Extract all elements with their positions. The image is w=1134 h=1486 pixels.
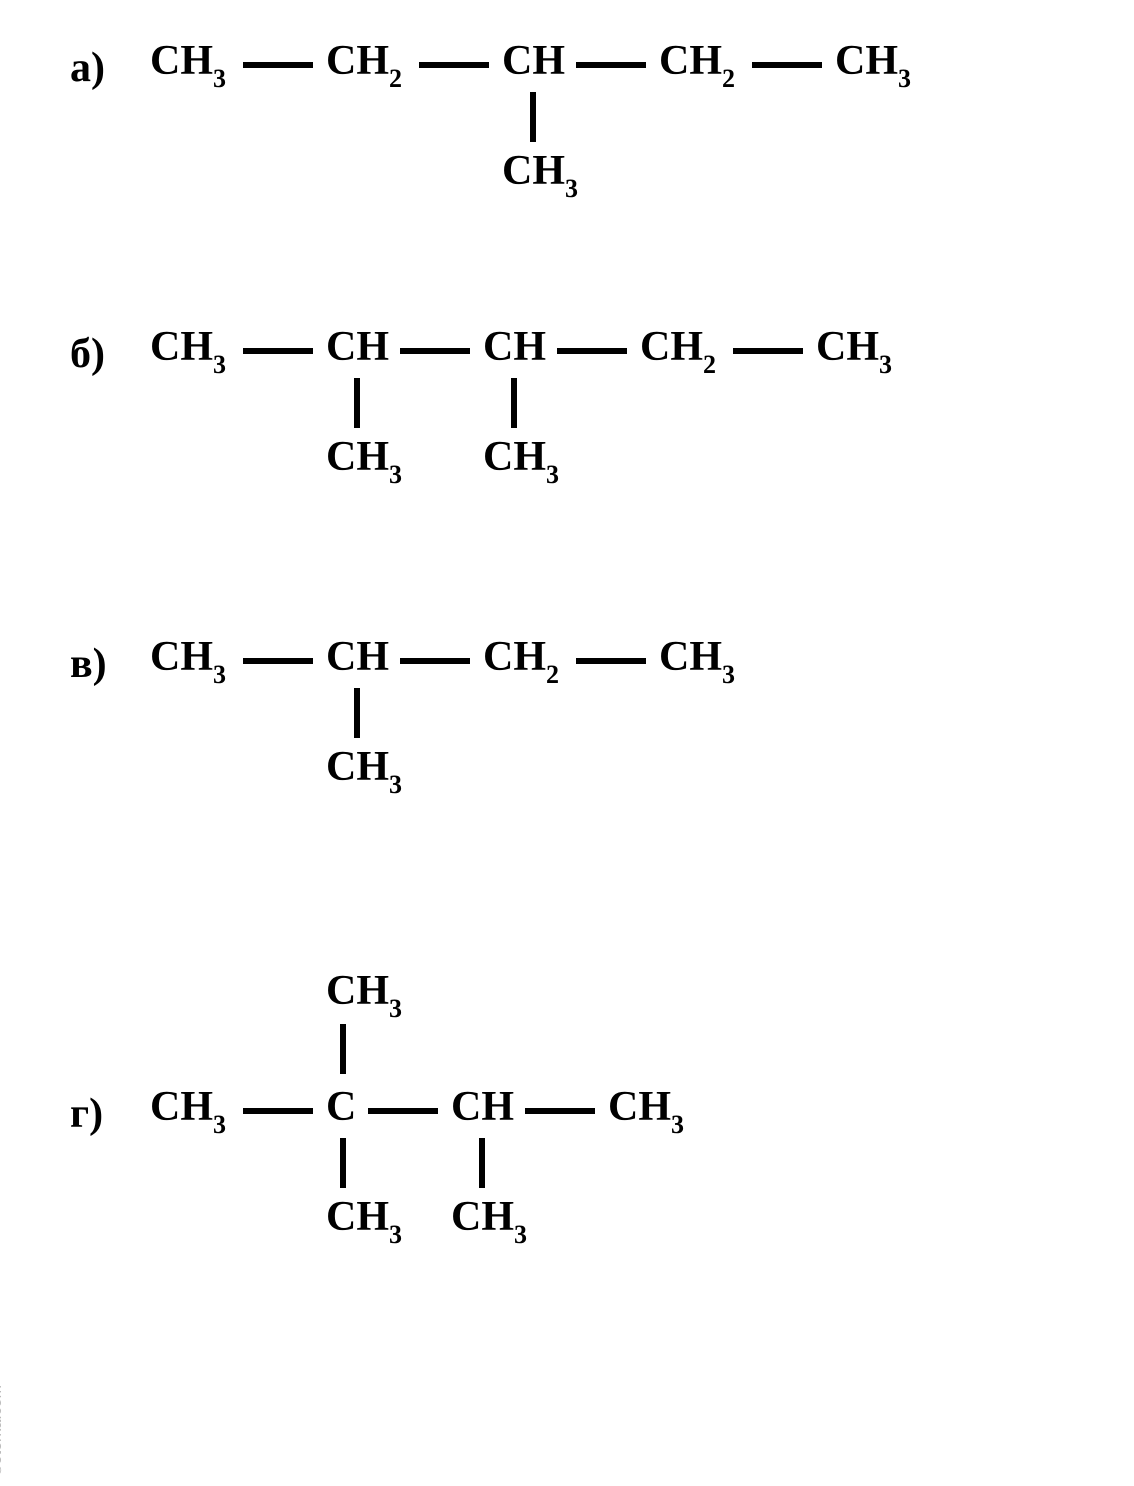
group-ch3: CH3 [150,636,226,692]
group-ch2: CH2 [640,326,716,382]
group-ch2: CH2 [659,40,735,96]
group-ch3: CH3 [659,636,735,692]
bond-vertical [354,688,360,738]
bond-horizontal [419,62,489,68]
item-label-a: а) [70,44,105,92]
item-label-v: в) [70,640,107,688]
bond-horizontal [752,62,822,68]
bond-horizontal [243,348,313,354]
item-label-g: г) [70,1090,103,1138]
group-c: C [326,1086,356,1128]
group-ch: CH [451,1086,514,1128]
group-ch3: CH3 [326,746,402,802]
bond-vertical [354,378,360,428]
group-ch3: CH3 [608,1086,684,1142]
group-ch: CH [326,326,389,368]
bond-horizontal [400,348,470,354]
group-ch: CH [502,40,565,82]
bond-vertical [340,1138,346,1188]
group-ch3: CH3 [150,40,226,96]
bond-horizontal [733,348,803,354]
watermark: ©5terka.com [0,1385,6,1476]
bond-horizontal [576,658,646,664]
bond-vertical [530,92,536,142]
bond-vertical [511,378,517,428]
group-ch3: CH3 [326,436,402,492]
group-ch3: CH3 [483,436,559,492]
group-ch3: CH3 [451,1196,527,1252]
group-ch3: CH3 [150,1086,226,1142]
bond-vertical [340,1024,346,1074]
group-ch3: CH3 [150,326,226,382]
bond-horizontal [525,1108,595,1114]
bond-horizontal [400,658,470,664]
group-ch2: CH2 [326,40,402,96]
group-ch3: CH3 [326,970,402,1026]
bond-horizontal [557,348,627,354]
group-ch3: CH3 [326,1196,402,1252]
bond-horizontal [243,62,313,68]
group-ch: CH [326,636,389,678]
bond-vertical [479,1138,485,1188]
group-ch3: CH3 [816,326,892,382]
bond-horizontal [576,62,646,68]
bond-horizontal [243,658,313,664]
bond-horizontal [368,1108,438,1114]
group-ch: CH [483,326,546,368]
bond-horizontal [243,1108,313,1114]
group-ch3: CH3 [502,150,578,206]
item-label-b: б) [70,330,105,378]
group-ch3: CH3 [835,40,911,96]
group-ch2: CH2 [483,636,559,692]
